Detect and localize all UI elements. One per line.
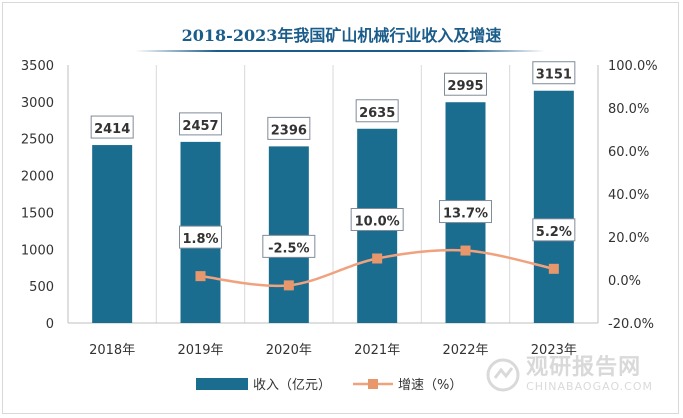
y-left-tick-label: 1000: [21, 243, 54, 258]
legend: 收入（亿元） 增速（%）: [196, 378, 462, 393]
line-value-label-box: [532, 218, 576, 242]
x-tick-label: 2018年: [89, 343, 135, 358]
bar: [268, 146, 309, 323]
legend-label-growth: 增速（%）: [398, 378, 462, 393]
x-tick-label: 2022年: [442, 343, 488, 358]
line-series: [195, 245, 559, 291]
y-right-tick-label: 60.0%: [608, 145, 649, 160]
x-tick-label: 2019年: [177, 343, 223, 358]
line-point: [372, 253, 383, 264]
y-left-tick-label: 2500: [21, 133, 54, 148]
bar-value-label-box: [444, 72, 487, 96]
bar-value-label-box: [90, 115, 134, 139]
line-value-label-box: [439, 200, 492, 224]
chart-title: 2018-2023年我国矿山机械行业收入及增速: [181, 26, 502, 45]
line-value-label: -2.5%: [268, 241, 309, 256]
bar-value-label-box: [532, 61, 576, 85]
y-left-tick-label: 3500: [21, 59, 54, 74]
line-value-label-box: [350, 208, 404, 231]
bar-value-label: 2396: [271, 123, 307, 138]
line-point: [283, 280, 294, 291]
y-left-tick-label: 0: [46, 317, 54, 332]
y-right-tick-label: -20.0%: [608, 317, 654, 332]
bar-value-label-box: [179, 112, 222, 136]
bar: [92, 145, 133, 323]
line-value-label: 5.2%: [536, 225, 572, 240]
bar-value-label: 2457: [182, 119, 218, 134]
bar: [533, 90, 574, 323]
legend-label-revenue: 收入（亿元）: [253, 378, 331, 393]
y-left-tick-label: 2000: [21, 170, 54, 185]
y-left-tick-label: 500: [29, 280, 54, 295]
watermark-logo-icon: [486, 358, 520, 391]
bar-value-label-box: [267, 116, 311, 140]
bar-value-label-box: [355, 99, 399, 123]
line-value-label-box: [179, 225, 222, 249]
y-right-tick-label: 100.0%: [608, 59, 658, 74]
y-left-tick-label: 3000: [21, 96, 54, 111]
line-point: [195, 271, 206, 282]
x-tick-label: 2020年: [266, 343, 312, 358]
watermark-text-en: CHINABAOGAO.COM: [526, 380, 653, 393]
legend-swatch-bar: [196, 378, 248, 390]
title-underline: [135, 50, 545, 52]
grid-lines: [67, 65, 599, 323]
y-right-tick-label: 40.0%: [608, 188, 649, 203]
axes: 0 500 1000 1500 2000 2500 3000 3500 -20.0% 0.0% 20…: [21, 59, 658, 358]
y-right-tick-label: 80.0%: [608, 102, 649, 117]
bar-value-label: 2995: [447, 79, 483, 94]
x-tick-label: 2023年: [531, 343, 577, 358]
y-right-tick-label: 0.0%: [608, 274, 641, 289]
line-value-label: 13.7%: [443, 207, 488, 222]
line-point: [548, 263, 559, 274]
y-right-tick-label: 20.0%: [608, 231, 649, 246]
bar-value-label: 3151: [536, 68, 572, 83]
legend-swatch-marker: [368, 379, 378, 389]
line-point: [460, 245, 471, 256]
bar-value-label: 2635: [359, 106, 395, 121]
x-tick-label: 2021年: [354, 343, 400, 358]
line-value-label-box: [262, 234, 316, 258]
line-value-label: 10.0%: [355, 215, 400, 230]
watermark-text-cn: 观研报告网: [526, 355, 642, 380]
bar-value-label: 2414: [94, 122, 130, 137]
y-left-tick-label: 1500: [21, 206, 54, 221]
line-value-label: 1.8%: [182, 232, 218, 247]
data-labels: 2414 2457 2396 2635 2995 3151 1.8% -2.5% 10.0% 13…: [90, 61, 576, 258]
watermark: 观研报告网 CHINABAOGAO.COM: [486, 357, 653, 392]
